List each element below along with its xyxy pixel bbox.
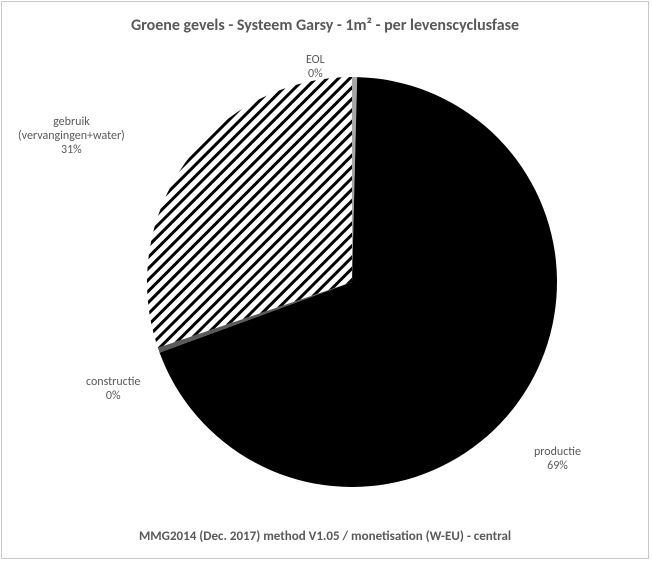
chart-container: Groene gevels - Systeem Garsy - 1m² - pe… bbox=[1, 1, 649, 559]
slice-label-productie: productie 69% bbox=[534, 446, 581, 474]
chart-footer: MMG2014 (Dec. 2017) method V1.05 / monet… bbox=[2, 529, 648, 544]
slice-label-constructie: constructie 0% bbox=[86, 376, 140, 404]
slice-label-eol: EOL 0% bbox=[306, 54, 325, 82]
slice-label-gebruik: gebruik (vervangingen+water) 31% bbox=[18, 116, 125, 157]
chart-title: Groene gevels - Systeem Garsy - 1m² - pe… bbox=[2, 16, 648, 35]
